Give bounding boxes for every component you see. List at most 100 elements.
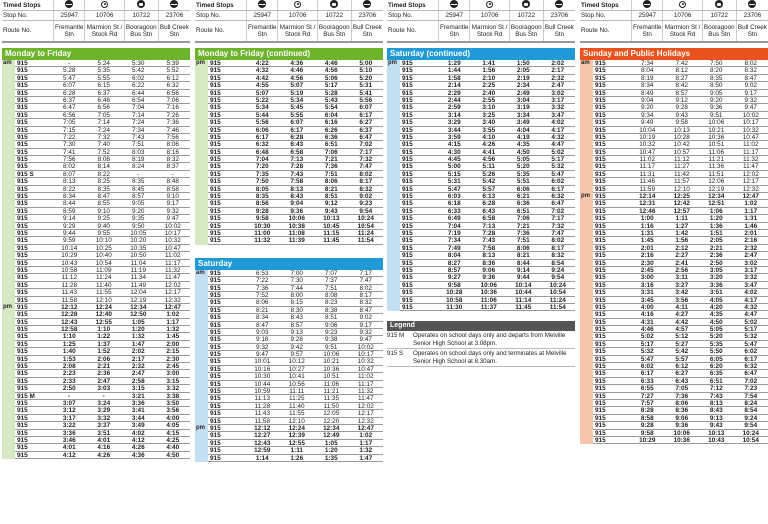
departure-time: 2:10	[482, 74, 496, 82]
departure-time: 6:28	[290, 133, 304, 141]
route-number: 915	[595, 222, 606, 230]
departure-time: 9:17	[359, 321, 372, 329]
departure-time: 8:50	[710, 82, 723, 90]
departure-time: 7:54	[744, 392, 758, 400]
departure-time: 5:22	[255, 96, 269, 104]
stop-icon-cell	[350, 0, 383, 11]
departure-time: 7:51	[325, 284, 338, 292]
route-no-label: Route No.	[580, 20, 632, 43]
table-row: 915 1:00 1:11 1:20 1:31	[593, 215, 768, 223]
stop-name-line2: Bus Stn	[323, 31, 346, 38]
table-row: 915 6:32 6:43 6:51 7:02	[208, 141, 383, 149]
departure-time: 1:47	[131, 340, 145, 348]
departure-time: 3:25	[482, 111, 496, 119]
departure-time: 9:36	[675, 422, 689, 430]
route-number: 915	[595, 311, 606, 319]
stop-number: 25947	[245, 10, 278, 21]
departure-time: 11:47	[742, 163, 759, 171]
route-number: 915	[210, 82, 221, 90]
route-number: 915	[17, 193, 28, 201]
route-number: 915	[210, 96, 221, 104]
departure-time: 11:19	[130, 266, 147, 274]
departure-time: 6:51	[709, 377, 723, 385]
route-number: 915	[595, 67, 606, 75]
departure-time: 2:44	[447, 96, 461, 104]
table-row: 915 8:34 8:43 8:51 9:02	[208, 314, 383, 322]
departure-time: 5:47	[744, 340, 758, 348]
bus-station-icon	[715, 0, 724, 8]
departure-time: 8:12	[675, 67, 688, 75]
departure-time: 7:28	[290, 163, 304, 171]
departure-time: 12:34	[130, 303, 147, 311]
table-row: 915 1:25 1:37 1:47 2:00	[15, 340, 190, 349]
departure-time: 5:57	[675, 355, 689, 363]
departure-time: 3:31	[640, 289, 654, 297]
route-number: 915	[402, 296, 413, 304]
departure-time: 10:57	[673, 148, 690, 156]
departure-time: 7:35	[255, 170, 269, 178]
table-row: 915 9:29 9:40 9:50 10:02	[15, 223, 190, 230]
departure-time: 6:47	[359, 133, 373, 141]
table-row: 915 1:44 1:56 2:05 2:17	[400, 67, 575, 75]
departure-time: 8:14	[97, 163, 110, 171]
stop-number: 10722	[316, 10, 352, 21]
departure-time: 7:36	[675, 392, 689, 400]
table-row: 915 2:33 2:47 2:58 3:15	[15, 378, 190, 386]
bus-station-icon	[330, 0, 339, 8]
departure-time: 7:43	[709, 392, 723, 400]
stops-header: Timed Stops Stop No. 25947 10706 10722 23706 R…	[195, 0, 383, 43]
table-row: 915 4:01 4:16 4:26 4:40	[15, 444, 190, 452]
table-row: 915 5:47 5:57 6:05 6:17	[593, 355, 768, 364]
departure-time: 9:24	[551, 266, 565, 274]
departure-time: 12:02	[357, 402, 374, 410]
table-row: 915 10:47 10:57 11:06 11:17	[593, 148, 768, 157]
departure-time: 9:58	[255, 215, 269, 223]
stop-name-line2: Bus Stn	[708, 31, 731, 38]
departure-time: 4:35	[516, 141, 530, 149]
route-number: 915	[210, 178, 221, 186]
table-row: 915 10:58 11:09 11:19 11:32	[15, 266, 190, 275]
departure-time: 8:51	[325, 314, 338, 322]
stop-name-line2: Stn	[257, 31, 267, 38]
departure-time: 5:20	[516, 163, 530, 171]
stop-number: 25947	[437, 10, 470, 21]
departure-time: 8:57	[290, 321, 303, 329]
departure-time: 2:49	[516, 89, 530, 97]
departure-time: 8:47	[97, 193, 110, 201]
departure-time: 10:01	[254, 358, 271, 366]
departure-time: 8:42	[675, 82, 688, 90]
stop-name-line2: Stn	[747, 31, 758, 38]
departure-time: 10:44	[515, 289, 532, 297]
route-number: 915	[402, 222, 413, 230]
departure-time: 10:14	[61, 244, 78, 252]
stop-icon-cell	[701, 0, 737, 11]
route-number: 915	[210, 358, 221, 366]
route-number: 915	[595, 185, 606, 193]
route-no-label: Route No.	[387, 20, 439, 43]
departure-time: 11:17	[164, 259, 181, 267]
departure-time: 8:02	[359, 170, 373, 178]
departure-time: 3:02	[744, 259, 758, 267]
table-row: 915 4:00 4:11 4:20 4:32	[593, 303, 768, 312]
departure-time: 6:43	[482, 207, 496, 215]
departure-time: 5:05	[709, 326, 723, 334]
table-row: 915 3:14 3:25 3:34 3:47	[400, 111, 575, 120]
departure-time: 11:04	[130, 259, 147, 267]
table-row: 915 4:15 4:26 4:35 4:47	[400, 141, 575, 149]
departure-time: 8:57	[447, 266, 461, 274]
table-row: 915 9:28 9:36 9:43 9:54	[208, 208, 383, 216]
table-row: 915 5:56 6:07 6:16 6:27	[208, 119, 383, 127]
table-row: 915 5:34 5:45 5:54 6:07	[208, 104, 383, 112]
table-row: 915 12:14 12:25 12:34 12:47	[593, 193, 768, 201]
stop-name: Fremantle Stn	[245, 20, 278, 43]
table-row: 915 10:44 10:56 11:06 11:17	[208, 381, 383, 389]
departure-time: 12:19	[130, 296, 147, 304]
departure-time: 8:23	[325, 299, 338, 307]
departure-time: 4:11	[675, 303, 688, 311]
departure-time: 3:10	[482, 104, 496, 112]
route-number: 915	[210, 432, 221, 440]
departure-time: 11:12	[673, 156, 690, 164]
stop-name: Booragoon Bus Stn	[316, 20, 352, 43]
departure-time: 6:21	[516, 193, 530, 201]
departure-time: 7:58	[482, 244, 496, 252]
